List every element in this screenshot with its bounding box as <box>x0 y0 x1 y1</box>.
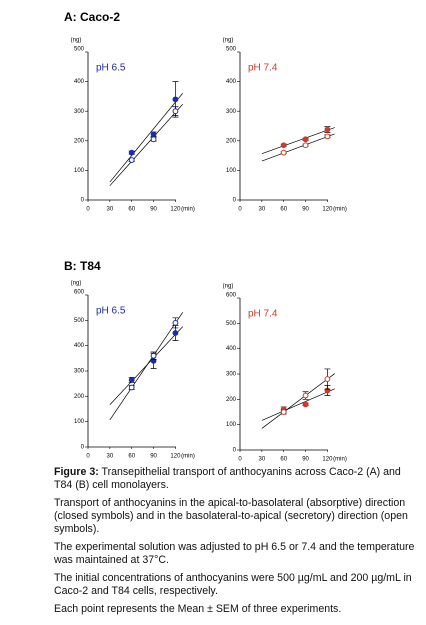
trend-line <box>261 127 335 155</box>
x-tick-label: 0 <box>238 457 242 463</box>
y-tick-label: 100 <box>74 419 85 425</box>
x-tick-label: 90 <box>302 457 309 463</box>
y-axis-label: (ng) <box>71 38 82 44</box>
y-tick-label: 400 <box>74 79 85 85</box>
y-tick-label: 600 <box>226 293 237 299</box>
data-point <box>128 376 135 383</box>
panel-title: A: Caco-2 <box>64 10 120 24</box>
data-point <box>302 136 309 143</box>
y-tick-label: 500 <box>74 318 85 324</box>
data-point <box>150 352 157 359</box>
x-tick-label: 60 <box>280 457 287 463</box>
y-tick-label: 0 <box>233 198 237 204</box>
x-tick-label: 60 <box>128 454 135 460</box>
y-tick-label: 100 <box>74 168 85 174</box>
x-tick-label: 30 <box>259 207 266 213</box>
data-point <box>128 157 135 163</box>
caption-head: Figure 3: Transepithelial transport of a… <box>54 466 420 492</box>
x-tick-label: 30 <box>107 207 114 213</box>
y-axis-label: (ng) <box>71 281 82 287</box>
data-point <box>280 142 287 149</box>
data-point <box>324 376 331 382</box>
data-point <box>302 401 309 408</box>
x-tick-label: 120 <box>170 454 181 460</box>
y-tick-label: 300 <box>226 109 237 115</box>
data-point <box>280 149 287 156</box>
data-point <box>324 133 331 140</box>
trend-line <box>261 388 335 421</box>
data-point <box>172 96 179 103</box>
x-tick-label: 0 <box>86 454 90 460</box>
panel-title: B: T84 <box>64 259 101 273</box>
y-tick-label: 0 <box>81 445 85 451</box>
x-axis-label: (min) <box>181 207 195 213</box>
y-tick-label: 300 <box>74 369 85 375</box>
x-tick-label: 90 <box>302 207 309 213</box>
y-axis-label: (ng) <box>223 284 234 290</box>
x-tick-label: 0 <box>86 207 90 213</box>
caption-paragraph: Transport of anthocyanins in the apical-… <box>54 497 408 535</box>
chart-title: pH 6.5 <box>96 63 126 74</box>
x-axis-label: (min) <box>333 207 347 213</box>
chart-title: pH 7.4 <box>248 63 278 74</box>
x-axis-label: (min) <box>333 457 347 463</box>
data-point <box>150 136 157 143</box>
x-tick-label: 90 <box>150 454 157 460</box>
y-tick-label: 600 <box>74 290 85 296</box>
data-point <box>280 409 287 415</box>
chart-title: pH 7.4 <box>248 309 278 320</box>
y-tick-label: 500 <box>226 47 237 53</box>
trend-line <box>109 312 184 421</box>
x-tick-label: 60 <box>280 207 287 213</box>
data-point <box>172 108 179 115</box>
caption-paragraph: Each point represents the Mean ± SEM of … <box>54 603 342 615</box>
x-tick-label: 0 <box>238 207 242 213</box>
trend-line <box>109 93 183 183</box>
x-tick-label: 90 <box>150 207 157 213</box>
data-point <box>302 392 309 399</box>
y-tick-label: 500 <box>226 321 237 327</box>
caption-paragraph: The initial concentrations of anthocyani… <box>54 572 412 597</box>
y-tick-label: 400 <box>226 346 237 352</box>
y-tick-label: 300 <box>226 372 237 378</box>
y-tick-label: 500 <box>74 47 85 53</box>
y-tick-label: 0 <box>81 198 85 204</box>
trend-line <box>261 373 335 429</box>
caption-text: Transepithelial transport of anthocyanin… <box>54 466 401 491</box>
y-tick-label: 200 <box>74 138 85 144</box>
data-point <box>172 330 179 336</box>
data-point <box>128 384 135 391</box>
x-tick-label: 60 <box>128 207 135 213</box>
figure-label: Figure 3: <box>54 466 99 478</box>
data-point <box>302 142 309 149</box>
caption-paragraph: The experimental solution was adjusted t… <box>54 541 415 566</box>
y-tick-label: 100 <box>226 422 237 428</box>
x-tick-label: 120 <box>170 207 181 213</box>
y-axis-label: (ng) <box>223 38 234 44</box>
y-tick-label: 400 <box>74 343 85 349</box>
data-point <box>128 149 135 156</box>
x-tick-label: 120 <box>322 207 333 213</box>
figure: A: Caco-2 B: T84 (ng) (min) pH 6.5 0 100 200 3… <box>64 10 347 463</box>
x-tick-label: 30 <box>107 454 114 460</box>
y-tick-label: 100 <box>226 168 237 174</box>
x-axis-label: (min) <box>181 454 195 460</box>
x-tick-label: 30 <box>259 457 266 463</box>
trend-line <box>261 133 335 162</box>
data-point <box>150 131 157 138</box>
y-tick-label: 400 <box>226 79 237 85</box>
y-tick-label: 0 <box>233 448 237 454</box>
data-point <box>172 319 179 326</box>
data-point <box>324 126 331 133</box>
y-tick-label: 200 <box>74 394 85 400</box>
trend-line <box>109 104 183 186</box>
y-tick-label: 200 <box>226 138 237 144</box>
chart-title: pH 6.5 <box>96 306 126 317</box>
x-tick-label: 120 <box>322 457 333 463</box>
y-tick-label: 300 <box>74 109 85 115</box>
caption: Figure 3: Transepithelial transport of a… <box>54 466 420 621</box>
y-tick-label: 200 <box>226 397 237 403</box>
